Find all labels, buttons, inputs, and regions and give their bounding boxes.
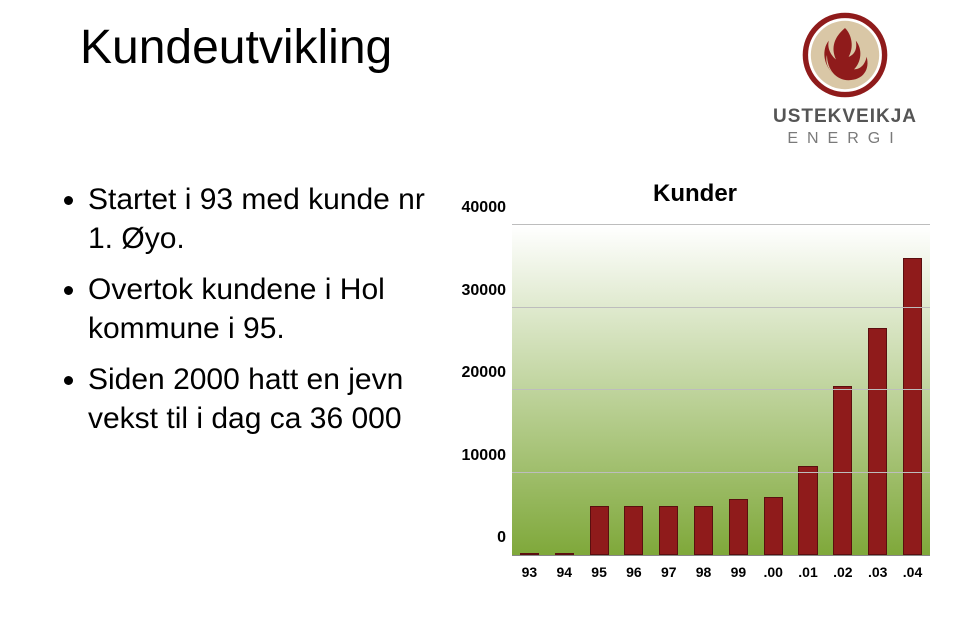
- x-tick-label: 96: [616, 564, 651, 580]
- bar: [903, 258, 922, 555]
- bar: [694, 506, 713, 556]
- x-tick-label: 98: [686, 564, 721, 580]
- list-item: Startet i 93 med kunde nr 1. Øyo.: [88, 180, 440, 258]
- grid-line: [512, 389, 930, 390]
- bar-slot: [547, 226, 582, 555]
- chart-title: Kunder: [460, 180, 930, 208]
- bar: [520, 553, 539, 555]
- bar: [798, 466, 817, 555]
- bar: [833, 386, 852, 555]
- y-tick-label: 20000: [462, 364, 507, 382]
- bullet-list: Startet i 93 med kunde nr 1. Øyo. Overto…: [60, 180, 440, 450]
- x-tick-label: .02: [825, 564, 860, 580]
- list-item: Overtok kundene i Hol kommune i 95.: [88, 270, 440, 348]
- x-axis: 93949596979899.00.01.02.03.04: [512, 564, 930, 580]
- bar-slot: [825, 226, 860, 555]
- bar: [590, 506, 609, 556]
- bar-slot: [616, 226, 651, 555]
- bar-slot: [582, 226, 617, 555]
- grid-line: [512, 472, 930, 473]
- page-title: Kundeutvikling: [80, 20, 392, 75]
- plot-area: [512, 226, 930, 556]
- bar-chart: Kunder 010000200003000040000 93949596979…: [460, 180, 930, 580]
- bar: [659, 506, 678, 556]
- bar: [729, 499, 748, 555]
- bar-slot: [791, 226, 826, 555]
- x-tick-label: 94: [547, 564, 582, 580]
- bar: [764, 497, 783, 555]
- bar: [868, 328, 887, 555]
- y-tick-label: 40000: [462, 199, 507, 217]
- y-tick-label: 0: [497, 529, 506, 547]
- brand-sub: ENERGI: [760, 130, 930, 148]
- flame-icon: [800, 10, 890, 100]
- bar-slot: [895, 226, 930, 555]
- bar-slot: [512, 226, 547, 555]
- grid-line: [512, 307, 930, 308]
- bar-slot: [721, 226, 756, 555]
- y-tick-label: 10000: [462, 447, 507, 465]
- bar-slot: [860, 226, 895, 555]
- bar-slot: [686, 226, 721, 555]
- bars-container: [512, 226, 930, 555]
- y-axis: 010000200003000040000: [460, 226, 512, 556]
- bar: [624, 506, 643, 556]
- x-tick-label: 95: [582, 564, 617, 580]
- x-tick-label: .04: [895, 564, 930, 580]
- list-item: Siden 2000 hatt en jevn vekst til i dag …: [88, 360, 440, 438]
- x-tick-label: 97: [651, 564, 686, 580]
- y-tick-label: 30000: [462, 282, 507, 300]
- brand-name: USTEKVEIKJA: [760, 106, 930, 128]
- bar: [555, 553, 574, 555]
- grid-line: [512, 224, 930, 225]
- bar-slot: [651, 226, 686, 555]
- x-tick-label: .01: [791, 564, 826, 580]
- brand-logo: USTEKVEIKJA ENERGI: [760, 10, 930, 148]
- x-tick-label: .00: [756, 564, 791, 580]
- x-tick-label: .03: [860, 564, 895, 580]
- x-tick-label: 99: [721, 564, 756, 580]
- bar-slot: [756, 226, 791, 555]
- x-tick-label: 93: [512, 564, 547, 580]
